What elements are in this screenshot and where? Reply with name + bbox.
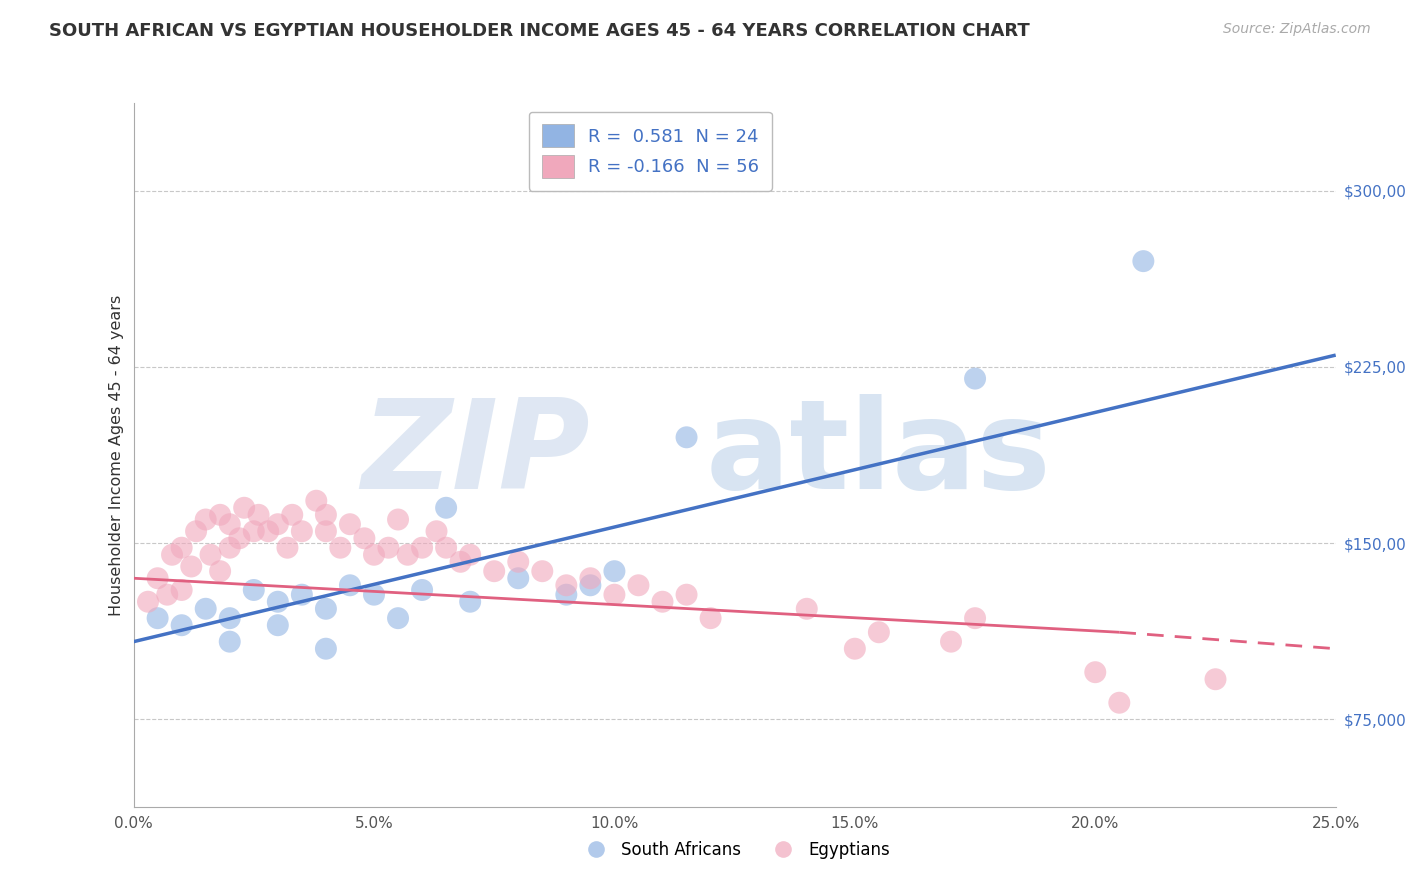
Point: [699, 611, 721, 625]
Point: [675, 430, 697, 444]
Point: [276, 541, 298, 555]
Point: [146, 611, 169, 625]
Point: [411, 582, 433, 597]
Point: [363, 588, 385, 602]
Point: [434, 541, 457, 555]
Point: [194, 512, 217, 526]
Point: [315, 524, 337, 539]
Point: [257, 524, 280, 539]
Point: [315, 508, 337, 522]
Point: [579, 571, 602, 585]
Point: [146, 571, 169, 585]
Point: [939, 634, 962, 648]
Point: [194, 601, 217, 615]
Point: [603, 588, 626, 602]
Point: [965, 371, 987, 385]
Point: [170, 541, 193, 555]
Point: [796, 601, 818, 615]
Point: [267, 618, 290, 632]
Point: [965, 611, 987, 625]
Point: [411, 541, 433, 555]
Text: SOUTH AFRICAN VS EGYPTIAN HOUSEHOLDER INCOME AGES 45 - 64 YEARS CORRELATION CHAR: SOUTH AFRICAN VS EGYPTIAN HOUSEHOLDER IN…: [49, 22, 1031, 40]
Point: [484, 564, 506, 578]
Point: [156, 588, 179, 602]
Point: [579, 578, 602, 592]
Point: [844, 641, 866, 656]
Point: [180, 559, 202, 574]
Point: [243, 582, 266, 597]
Point: [450, 555, 472, 569]
Point: [531, 564, 554, 578]
Point: [387, 512, 409, 526]
Point: [305, 493, 328, 508]
Point: [247, 508, 270, 522]
Point: [218, 611, 240, 625]
Point: [233, 500, 256, 515]
Point: [160, 548, 183, 562]
Point: [555, 578, 578, 592]
Point: [353, 531, 375, 545]
Point: [170, 582, 193, 597]
Point: [184, 524, 207, 539]
Point: [281, 508, 304, 522]
Text: atlas: atlas: [706, 394, 1052, 516]
Point: [267, 517, 290, 532]
Point: [315, 601, 337, 615]
Point: [136, 595, 159, 609]
Point: [339, 578, 361, 592]
Point: [170, 618, 193, 632]
Point: [458, 595, 481, 609]
Point: [458, 548, 481, 562]
Point: [387, 611, 409, 625]
Point: [228, 531, 250, 545]
Point: [315, 641, 337, 656]
Point: [508, 555, 530, 569]
Point: [1132, 254, 1154, 268]
Point: [291, 588, 314, 602]
Y-axis label: Householder Income Ages 45 - 64 years: Householder Income Ages 45 - 64 years: [110, 294, 124, 615]
Point: [396, 548, 419, 562]
Point: [651, 595, 673, 609]
Point: [508, 571, 530, 585]
Point: [243, 524, 266, 539]
Text: Source: ZipAtlas.com: Source: ZipAtlas.com: [1223, 22, 1371, 37]
Point: [603, 564, 626, 578]
Text: ZIP: ZIP: [361, 394, 591, 516]
Point: [339, 517, 361, 532]
Point: [1084, 665, 1107, 680]
Point: [291, 524, 314, 539]
Point: [675, 588, 697, 602]
Point: [627, 578, 650, 592]
Point: [363, 548, 385, 562]
Point: [425, 524, 447, 539]
Point: [434, 500, 457, 515]
Point: [218, 541, 240, 555]
Point: [218, 517, 240, 532]
Point: [218, 634, 240, 648]
Point: [267, 595, 290, 609]
Point: [1204, 672, 1226, 686]
Point: [209, 508, 232, 522]
Legend: South Africans, Egyptians: South Africans, Egyptians: [572, 835, 897, 866]
Point: [200, 548, 222, 562]
Point: [209, 564, 232, 578]
Point: [329, 541, 352, 555]
Point: [555, 588, 578, 602]
Point: [377, 541, 399, 555]
Point: [1108, 696, 1130, 710]
Point: [868, 625, 890, 640]
